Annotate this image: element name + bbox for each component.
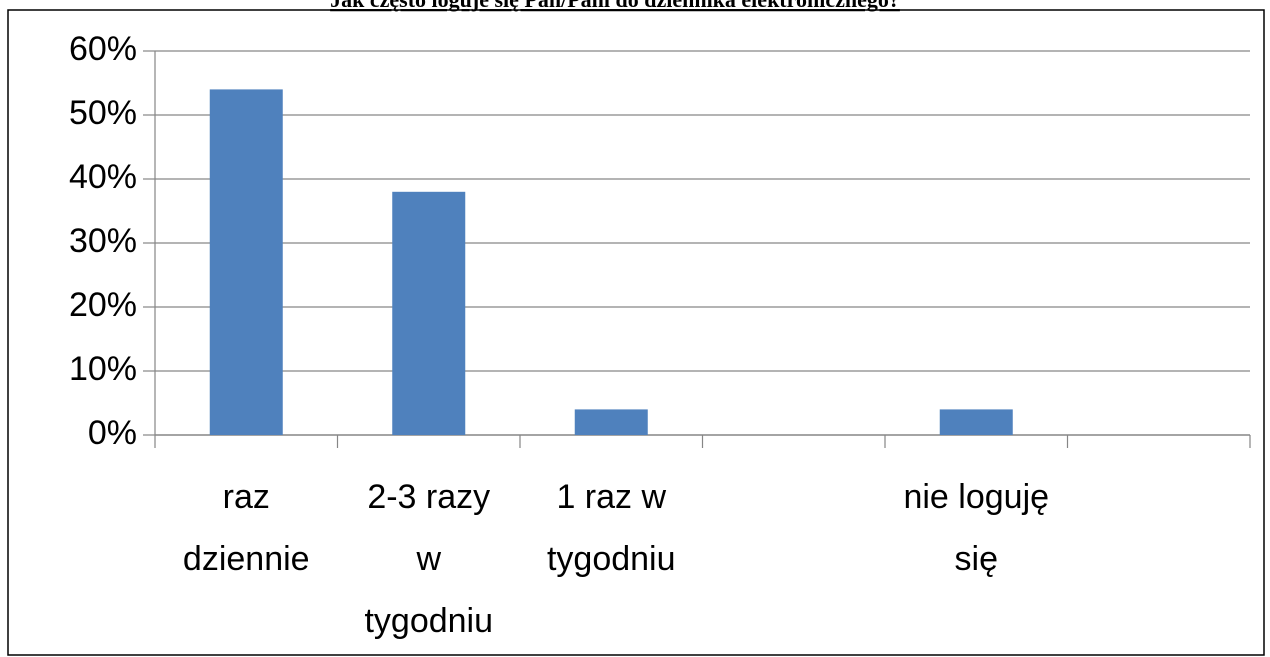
y-tick-label: 20%	[69, 286, 137, 324]
bar	[574, 409, 648, 435]
bar	[209, 89, 283, 436]
x-label-box: 2-3 razy w tygodniu	[364, 478, 494, 640]
x-tick-label: raz dziennie	[182, 478, 310, 578]
x-label-box: nie loguję się	[903, 478, 1050, 578]
y-tick-label: 40%	[69, 158, 137, 196]
x-tick-label: nie loguję się	[903, 478, 1050, 578]
y-tick-label: 50%	[69, 94, 137, 132]
y-tick-label: 10%	[69, 350, 137, 388]
x-label-box: 1 raz w tygodniu	[546, 478, 676, 578]
chart-title: Jak często loguje się Pan/Pani do dzienn…	[330, 0, 900, 12]
x-label-box: raz dziennie	[182, 478, 310, 578]
bar	[939, 409, 1013, 435]
bar	[392, 191, 466, 435]
y-tick-label: 0%	[88, 414, 137, 452]
x-tick-label: 2-3 razy w tygodniu	[364, 478, 494, 640]
y-tick-label: 60%	[69, 30, 137, 68]
y-tick-label: 30%	[69, 222, 137, 260]
x-tick-label: 1 raz w tygodniu	[546, 478, 676, 578]
